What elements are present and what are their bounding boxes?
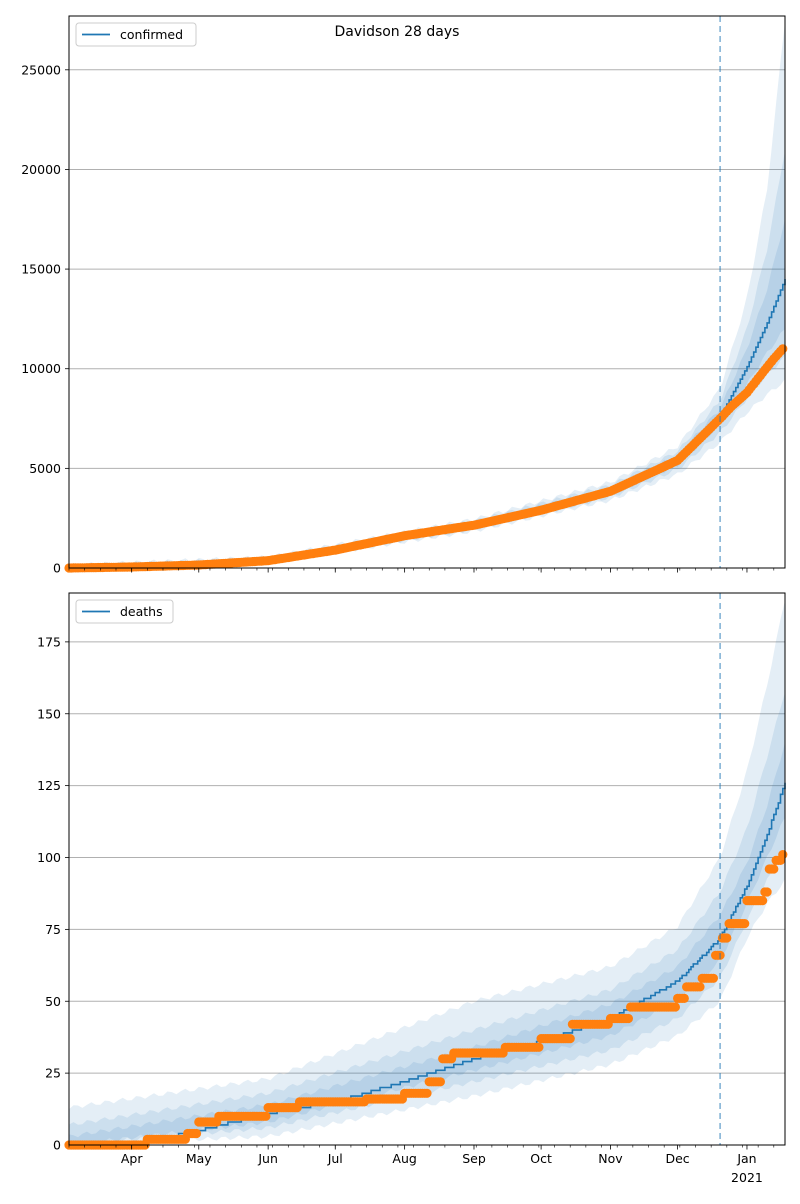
uncertainty-band — [69, 151, 785, 568]
x-tick-label: Jan — [736, 1151, 756, 1166]
y-tick-label: 0 — [53, 561, 61, 576]
legend: confirmed — [75, 22, 197, 47]
observed-point — [422, 1088, 432, 1098]
uncertainty-band — [69, 22, 785, 569]
confirmed-panel: 0 5000 10000 15000 20000 25000 confirmed — [21, 15, 788, 576]
observed-point — [534, 1042, 544, 1052]
observed-point — [778, 344, 788, 354]
y-tick-label: 175 — [37, 634, 61, 649]
y-tick-label: 5000 — [29, 461, 61, 476]
observed-point — [695, 982, 705, 992]
legend-label: confirmed — [120, 27, 183, 42]
uncertainty-band — [69, 219, 785, 569]
y-tick-label: 15000 — [21, 262, 61, 277]
observed-point — [435, 1077, 445, 1087]
x-year-label: 2021 — [731, 1170, 763, 1185]
observed-point — [261, 1111, 271, 1121]
x-tick-label: Nov — [598, 1151, 623, 1166]
observed-point — [762, 887, 772, 897]
legend-label: deaths — [120, 604, 163, 619]
observed-point — [191, 1128, 202, 1139]
x-tick-label: Apr — [121, 1151, 143, 1166]
observed-point — [708, 973, 719, 983]
y-tick-label: 125 — [37, 778, 61, 793]
x-tick-label: Jun — [257, 1151, 278, 1166]
legend-box — [75, 599, 174, 624]
observed-point — [778, 850, 788, 860]
uncertainty-band — [69, 742, 785, 1145]
axes-frame — [68, 15, 786, 569]
y-tick-label: 75 — [45, 922, 61, 937]
chart-title: Davidson 28 days — [335, 24, 460, 40]
observed-point — [679, 993, 689, 1004]
observed-point — [758, 896, 768, 906]
observed-point — [769, 864, 779, 874]
observed-point — [722, 933, 732, 943]
observed-point — [565, 1034, 575, 1044]
y-tick-label: 0 — [53, 1138, 61, 1153]
observed-point — [740, 919, 750, 929]
uncertainty-band — [69, 692, 785, 1145]
x-tick-label: Aug — [392, 1151, 416, 1166]
y-tick-label: 20000 — [21, 162, 61, 177]
x-tick-label: May — [186, 1151, 212, 1166]
y-tick-label: 150 — [37, 706, 61, 721]
x-tick-label: Oct — [530, 1151, 552, 1166]
y-tick-label: 25 — [45, 1066, 61, 1081]
y-tick-label: 50 — [45, 994, 61, 1009]
deaths-panel: 0 25 50 75 100 125 150 175 Apr May Jun Jul Aug Sep Oct… — [37, 592, 788, 1185]
y-tick-label: 10000 — [21, 361, 61, 376]
x-tick-label: Sep — [462, 1151, 486, 1166]
axes-frame — [68, 592, 786, 1146]
y-tick-label: 100 — [37, 850, 61, 865]
model-line — [69, 782, 786, 1146]
model-line — [69, 279, 786, 569]
legend-box — [75, 22, 197, 47]
y-tick-label: 25000 — [21, 62, 61, 77]
x-tick-label: Dec — [665, 1151, 689, 1166]
observed-point — [623, 1013, 634, 1024]
legend: deaths — [75, 599, 174, 624]
uncertainty-band — [69, 600, 785, 1145]
observed-point — [670, 1002, 681, 1012]
x-tick-label: Jul — [327, 1151, 343, 1166]
